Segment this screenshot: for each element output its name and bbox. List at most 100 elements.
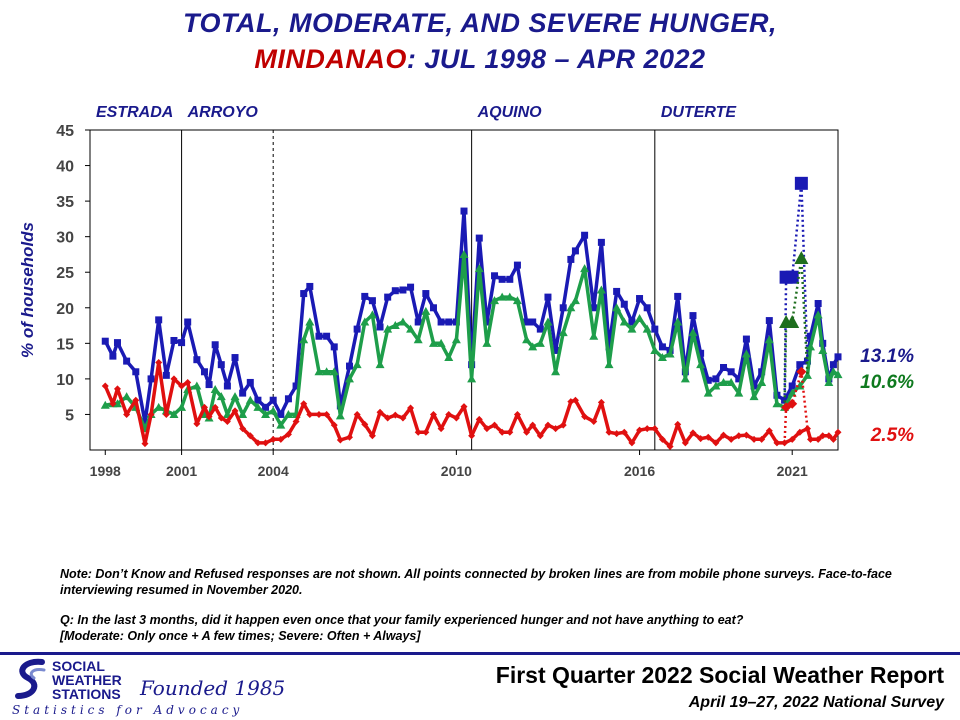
total-point	[529, 318, 537, 326]
severe-point	[559, 421, 567, 429]
severe-point	[506, 428, 514, 436]
severe-point	[491, 421, 499, 429]
total-point	[147, 375, 155, 383]
total-point	[720, 364, 728, 372]
moderate-point	[375, 360, 385, 369]
x-tick-label: 2016	[624, 463, 655, 479]
sws-swirl-icon	[15, 658, 46, 699]
moderate-point	[268, 406, 278, 415]
severe-point	[643, 425, 651, 433]
moderate-point	[824, 377, 834, 386]
moderate-point	[299, 335, 309, 344]
total-point	[414, 318, 422, 326]
moderate-point	[635, 313, 645, 322]
severe-point	[807, 435, 815, 443]
severe-point	[407, 404, 415, 412]
total-point	[141, 418, 149, 426]
total-point	[284, 395, 292, 403]
moderate-point	[169, 409, 179, 418]
moderate-point	[100, 400, 110, 409]
severe-point	[113, 385, 121, 393]
severe-point	[712, 439, 720, 447]
severe-point	[689, 429, 697, 437]
moderate-point	[444, 353, 454, 362]
total-point	[689, 312, 697, 320]
severe-point	[429, 410, 437, 418]
total-point	[292, 382, 300, 390]
report-subtitle: April 19–27, 2022 National Survey	[688, 694, 944, 711]
end-label-total: 13.1%	[860, 346, 914, 367]
severe-point	[368, 432, 376, 440]
total-point	[178, 339, 186, 347]
total-point	[498, 275, 506, 283]
moderate-point	[305, 317, 315, 326]
total-point	[636, 295, 644, 303]
total-point	[697, 349, 705, 357]
moderate-point	[482, 338, 492, 347]
total-point	[300, 290, 308, 298]
total-point	[829, 361, 837, 369]
moderate-point	[813, 310, 823, 319]
total-point	[211, 341, 219, 349]
total-point	[193, 356, 201, 364]
moderate-point	[421, 306, 431, 315]
total-point	[620, 300, 628, 308]
severe-point	[170, 375, 178, 383]
x-tick-label: 2021	[777, 463, 808, 479]
severe-point	[750, 435, 758, 443]
severe-point	[101, 382, 109, 390]
moderate-point	[436, 338, 446, 347]
question-text: Q: In the last 3 months, did it happen e…	[60, 613, 744, 627]
total-point	[399, 286, 407, 294]
severe-point	[162, 410, 170, 418]
total-point	[597, 238, 605, 246]
y-tick-label: 35	[56, 194, 74, 211]
total-point	[807, 332, 815, 340]
total-point	[323, 332, 331, 340]
logo-text-stations: STATIONS	[52, 686, 121, 702]
total-point	[239, 389, 247, 397]
moderate-point	[192, 381, 202, 390]
severe-point	[254, 439, 262, 447]
total-point	[254, 396, 262, 404]
series-line-moderate	[104, 252, 839, 431]
total-point	[536, 325, 544, 333]
total-point	[109, 352, 117, 360]
moderate-point	[177, 402, 187, 411]
total-point	[483, 318, 491, 326]
total-point	[429, 304, 437, 312]
moderate-point	[216, 392, 226, 401]
moderate-point	[558, 328, 568, 337]
severe-point	[475, 415, 483, 423]
moderate-point	[428, 338, 438, 347]
y-axis-label: % of households	[18, 222, 37, 358]
moderate-point	[112, 399, 122, 408]
total-point	[422, 290, 430, 298]
moderate-point	[764, 335, 774, 344]
severe-point	[193, 420, 201, 428]
plot-frame	[89, 129, 839, 451]
severe-point	[825, 432, 833, 440]
total-point	[123, 357, 131, 365]
total-point	[613, 287, 621, 295]
logo-founded: Founded 1985	[140, 676, 286, 700]
total-point	[391, 287, 399, 295]
severe-point	[147, 410, 155, 418]
severe-point	[571, 396, 579, 404]
moderate-point	[230, 392, 240, 401]
phone-total-point	[785, 270, 799, 284]
total-point	[223, 382, 231, 390]
footer-divider	[0, 652, 960, 655]
severe-point	[681, 439, 689, 447]
total-point	[628, 318, 636, 326]
total-point	[513, 261, 521, 269]
moderate-point	[828, 367, 838, 376]
severe-point	[590, 418, 598, 426]
moderate-point	[650, 345, 660, 354]
severe-point	[460, 403, 468, 411]
severe-point	[834, 428, 842, 436]
severe-point	[620, 428, 628, 436]
moderate-point	[210, 385, 220, 394]
moderate-point	[749, 392, 759, 401]
severe-point	[697, 435, 705, 443]
